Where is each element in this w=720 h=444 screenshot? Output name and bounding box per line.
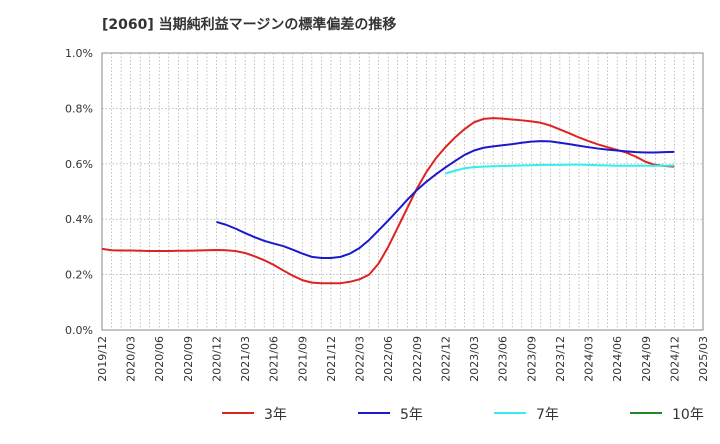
x-tick-label: 2020/03 <box>125 336 138 382</box>
legend-label: 10年 <box>672 407 704 423</box>
x-tick-label: 2023/09 <box>525 336 538 382</box>
plot-area <box>101 52 704 331</box>
x-tick-label: 2021/06 <box>268 336 281 382</box>
series-lines <box>101 117 675 285</box>
y-tick-label: 0.0% <box>65 324 93 337</box>
x-axis: 2019/12 2020/03 2020/06 2020/09 2020/12 2021/… <box>96 336 710 382</box>
x-tick-label: 2024/06 <box>611 336 624 382</box>
x-tick-label: 2020/12 <box>210 336 223 382</box>
x-tick-label: 2022/03 <box>354 336 367 382</box>
y-tick-label: 1.0% <box>65 47 93 60</box>
x-tick-label: 2022/06 <box>382 336 395 382</box>
x-tick-label: 2024/12 <box>668 336 681 382</box>
legend-label: 3年 <box>264 407 287 423</box>
y-axis: 0.0% 0.2% 0.4% 0.6% 0.8% 1.0% <box>65 47 93 337</box>
legend: 3年 5年 7年 10年 <box>222 407 704 423</box>
y-tick-label: 0.6% <box>65 158 93 171</box>
x-tick-label: 2021/03 <box>239 336 252 382</box>
legend-label: 5年 <box>400 407 423 423</box>
y-tick-label: 0.2% <box>65 269 93 282</box>
x-tick-label: 2023/12 <box>554 336 567 382</box>
series-line <box>101 117 675 285</box>
chart-title: [2060] 当期純利益マージンの標準偏差の推移 <box>102 17 397 33</box>
x-tick-label: 2024/09 <box>640 336 653 382</box>
y-tick-label: 0.4% <box>65 213 93 226</box>
x-tick-label: 2020/09 <box>182 336 195 382</box>
x-tick-label: 2020/06 <box>153 336 166 382</box>
grid <box>102 53 703 330</box>
x-tick-label: 2021/12 <box>325 336 338 382</box>
x-tick-label: 2022/12 <box>439 336 452 382</box>
legend-label: 7年 <box>536 407 559 423</box>
x-tick-label: 2021/09 <box>296 336 309 382</box>
x-tick-label: 2022/09 <box>411 336 424 382</box>
y-tick-label: 0.8% <box>65 102 93 115</box>
x-tick-label: 2025/03 <box>697 336 710 382</box>
x-tick-label: 2019/12 <box>96 336 109 382</box>
x-tick-label: 2023/03 <box>468 336 481 382</box>
x-tick-label: 2023/06 <box>497 336 510 382</box>
series-line <box>445 163 675 175</box>
x-tick-label: 2024/03 <box>583 336 596 382</box>
series-line <box>216 140 675 259</box>
